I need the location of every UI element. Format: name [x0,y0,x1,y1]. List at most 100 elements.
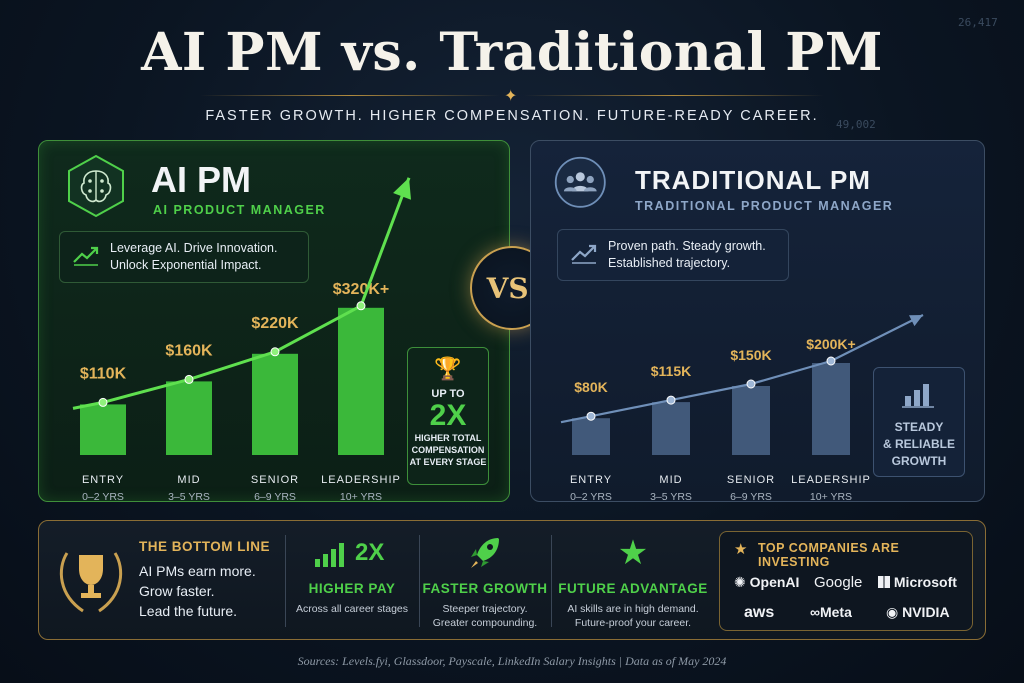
bar-entry [572,418,610,455]
nvidia-logo-icon: ◉ [886,604,899,620]
higher-pay-section: 2X HIGHER PAY Across all career stages [287,521,417,639]
trophy-icon: 🏆 [434,356,462,381]
faster-growth-section: FASTER GROWTH Steeper trajectory. Greate… [421,521,549,639]
bar-value-label: $320K+ [333,281,390,298]
divider [551,535,552,627]
bar-value-label: $160K [165,342,213,359]
trend-up-icon [73,246,99,266]
bottom-line-text-1: AI PMs earn more. [139,563,256,579]
stage-years-label: 10+ YRS [340,491,382,503]
steady-line-2: & RELIABLE [883,437,955,451]
trend-point [270,347,280,357]
bottom-line-strip: THE BOTTOM LINE AI PMs earn more. Grow f… [38,520,986,640]
stage-years-label: 6–9 YRS [730,491,772,503]
company-name: Meta [819,604,852,620]
company-name: NVIDIA [902,604,950,620]
trophy-laurel-icon [59,552,123,613]
trend-point [184,374,194,384]
future-advantage-section: ★ FUTURE ADVANTAGE AI skills are in high… [553,521,713,639]
sparkle-icon: ✦ [504,88,518,105]
ai-pm-panel: AI PM AI PRODUCT MANAGER Leverage AI. Dr… [38,140,510,503]
company-name: OpenAI [749,574,800,590]
steady-line-1: STEADY [894,420,944,434]
trend-line [72,177,411,410]
traditional-pm-steady-badge: STEADY & RELIABLE GROWTH [873,367,965,477]
traditional-pm-callout: Proven path. Steady growth. Established … [557,229,789,281]
header-rule [200,95,500,96]
bg-number: 26,417 [958,16,998,29]
stage-label: LEADERSHIP [321,474,401,486]
openai-logo-icon: ✺ [734,574,746,590]
stage-label: ENTRY [570,474,612,486]
bar-chart-icon [902,384,934,408]
people-icon [554,156,606,208]
trad-callout-line-2: Established trajectory. [608,256,731,270]
higher-pay-2x: 2X [355,539,385,566]
bar-leadership [338,307,384,455]
divider [285,535,286,627]
trad-callout-line-1: Proven path. Steady growth. [608,239,766,253]
company-google: Google [814,574,863,591]
faster-growth-heading: FASTER GROWTH [422,581,548,596]
star-icon: ★ [734,541,748,558]
trend-arrow-head [909,315,923,327]
traditional-pm-title: TRADITIONAL PM [635,165,871,195]
trend-line [560,314,924,424]
bar-value-label: $200K+ [806,336,855,352]
stage-years-label: 3–5 YRS [168,491,210,503]
trend-up-icon [571,244,597,264]
company-nvidia: ◉ NVIDIA [886,604,950,621]
bottom-line-heading: THE BOTTOM LINE [139,539,270,554]
bottom-line-text-3: Lead the future. [139,603,238,619]
ai-pm-callout: Leverage AI. Drive Innovation. Unlock Ex… [59,231,309,283]
ai-callout-line-1: Leverage AI. Drive Innovation. [110,241,278,255]
trend-point [586,411,596,421]
stage-label: ENTRY [82,474,124,486]
future-advantage-desc-2: Future-proof your career. [574,617,692,629]
bar-growth-icon [315,543,344,567]
company-aws: aws [744,604,775,621]
company-meta: ∞Meta [810,604,852,620]
star-icon: ★ [617,534,649,572]
future-advantage-desc-1: AI skills are in high demand. [567,603,699,615]
rocket-icon [471,538,499,568]
brain-circuit-icon [68,154,124,218]
badge-line-3: COMPENSATION [411,445,485,455]
stage-label: MID [659,474,682,486]
stage-years-label: 6–9 YRS [254,491,296,503]
faster-growth-desc-1: Steeper trajectory. [442,603,528,615]
top-companies-heading: TOP COMPANIES ARE INVESTING [758,541,900,569]
bar-value-label: $150K [730,347,771,363]
meta-logo-icon: ∞ [810,604,820,620]
bar-entry [80,404,126,455]
trend-point [826,356,836,366]
company-name: Microsoft [893,574,957,590]
ai-pm-2x-badge: 🏆 UP TO 2X HIGHER TOTAL COMPENSATION AT … [407,347,489,485]
stage-label: SENIOR [727,474,775,486]
bar-senior [252,353,298,455]
trend-arrow-head [393,177,412,200]
stage-years-label: 0–2 YRS [82,491,124,503]
badge-line-4: AT EVERY STAGE [409,457,487,467]
bar-value-label: $220K [251,315,299,332]
page-title: AI PM vs. Traditional PM [141,22,883,83]
traditional-pm-panel: TRADITIONAL PM TRADITIONAL PRODUCT MANAG… [530,140,985,503]
higher-pay-heading: HIGHER PAY [308,581,396,596]
bar-senior [732,386,770,455]
higher-pay-desc: Across all career stages [295,603,409,615]
trend-point [746,379,756,389]
bottom-line-section: THE BOTTOM LINE AI PMs earn more. Grow f… [39,521,283,639]
trend-point [356,301,366,311]
trend-point [666,395,676,405]
bar-value-label: $110K [80,365,127,382]
sources-footnote: Sources: Levels.fyi, Glassdoor, Payscale… [297,654,727,668]
ai-pm-title: AI PM [151,159,252,200]
stage-years-label: 10+ YRS [810,491,852,503]
company-microsoft: Microsoft [878,574,957,590]
stage-label: SENIOR [251,474,299,486]
microsoft-logo-icon [878,576,890,588]
stage-label: MID [177,474,200,486]
trend-point [98,397,108,407]
stage-years-label: 3–5 YRS [650,491,692,503]
bar-mid [652,402,690,455]
